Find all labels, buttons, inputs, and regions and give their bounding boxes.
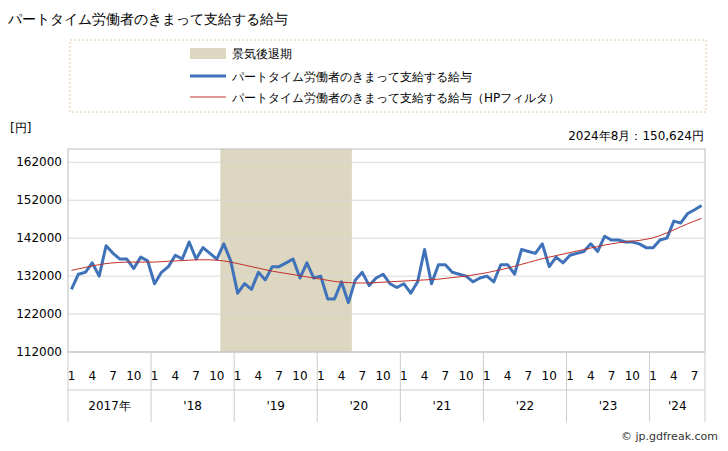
year-label: '18 <box>183 399 202 413</box>
year-separator <box>317 352 318 422</box>
x-tick-label: 10 <box>458 369 473 383</box>
legend-swatch <box>190 48 226 59</box>
x-tick-label: 1 <box>317 369 325 383</box>
title: パートタイム労働者のきまって支給する給与 <box>7 11 288 27</box>
shade-group <box>220 149 352 352</box>
x-tick-label: 1 <box>566 369 574 383</box>
x-tick-label: 10 <box>625 369 640 383</box>
year-label: '22 <box>516 399 535 413</box>
legend-box <box>70 40 706 112</box>
x-tick-label: 1 <box>68 369 76 383</box>
x-tick-label: 1 <box>649 369 657 383</box>
year-separator <box>649 352 650 422</box>
grid-line <box>68 314 705 315</box>
year-label: '23 <box>599 399 618 413</box>
year-label: 2017年 <box>88 399 131 413</box>
x-tick-label: 10 <box>542 369 557 383</box>
legend-label: 景気後退期 <box>232 47 292 61</box>
year-separator <box>68 352 69 422</box>
year-label: '21 <box>433 399 452 413</box>
year-separator <box>705 352 706 422</box>
y-tick-label: 152000 <box>16 193 62 207</box>
x-tick-label: 4 <box>172 369 180 383</box>
year-separator <box>566 352 567 422</box>
y-tick-label: 142000 <box>16 231 62 245</box>
year-separator <box>234 352 235 422</box>
year-label: '20 <box>350 399 369 413</box>
x-tick-label: 7 <box>608 369 616 383</box>
x-tick-label: 1 <box>151 369 159 383</box>
x-tick-label: 7 <box>275 369 283 383</box>
year-separator <box>483 352 484 422</box>
axis-row-line <box>68 390 705 391</box>
x-tick-label: 4 <box>421 369 429 383</box>
x-tick-label: 7 <box>192 369 200 383</box>
series-line <box>71 218 701 283</box>
x-tick-label: 10 <box>292 369 307 383</box>
x-tick-label: 7 <box>442 369 450 383</box>
plot-frame <box>68 149 705 352</box>
x-tick-label: 7 <box>109 369 117 383</box>
x-tick-label: 10 <box>375 369 390 383</box>
x-tick-label: 7 <box>525 369 533 383</box>
x-tick-label: 4 <box>338 369 346 383</box>
legend-label: パートタイム労働者のきまって支給する給与（HPフィルタ） <box>231 91 560 105</box>
lines <box>71 205 701 302</box>
y-tick-label: 122000 <box>16 307 62 321</box>
legend-line <box>190 75 226 78</box>
recession-shade <box>220 149 352 352</box>
year-label: '19 <box>266 399 285 413</box>
grid-line <box>68 200 705 201</box>
annotation: 2024年8月：150,624円 <box>568 129 704 143</box>
x-tick-label: 7 <box>358 369 366 383</box>
chart: パートタイム労働者のきまって支給する給与景気後退期パートタイム労働者のきまって支… <box>0 0 728 451</box>
x-tick-label: 1 <box>400 369 408 383</box>
y-tick-label: 162000 <box>16 155 62 169</box>
credit: © jp.gdfreak.com <box>621 430 718 443</box>
x-tick-label: 4 <box>255 369 263 383</box>
y-tick-label: 132000 <box>16 269 62 283</box>
x-tick-label: 1 <box>483 369 491 383</box>
x-tick-label: 10 <box>126 369 141 383</box>
legend-line <box>190 97 226 98</box>
y-unit: [円] <box>10 121 31 135</box>
x-tick-label: 4 <box>670 369 678 383</box>
x-tick-label: 4 <box>88 369 96 383</box>
x-tick-label: 4 <box>504 369 512 383</box>
year-separator <box>151 352 152 422</box>
x-tick-label: 10 <box>209 369 224 383</box>
x-tick-label: 7 <box>691 369 699 383</box>
series-line <box>71 205 701 302</box>
grid-line <box>68 162 705 163</box>
legend-label: パートタイム労働者のきまって支給する給与 <box>231 70 472 84</box>
y-tick-label: 112000 <box>16 345 62 359</box>
x-tick-label: 1 <box>234 369 242 383</box>
year-separator <box>400 352 401 422</box>
x-tick-label: 4 <box>587 369 595 383</box>
year-label: '24 <box>668 399 687 413</box>
